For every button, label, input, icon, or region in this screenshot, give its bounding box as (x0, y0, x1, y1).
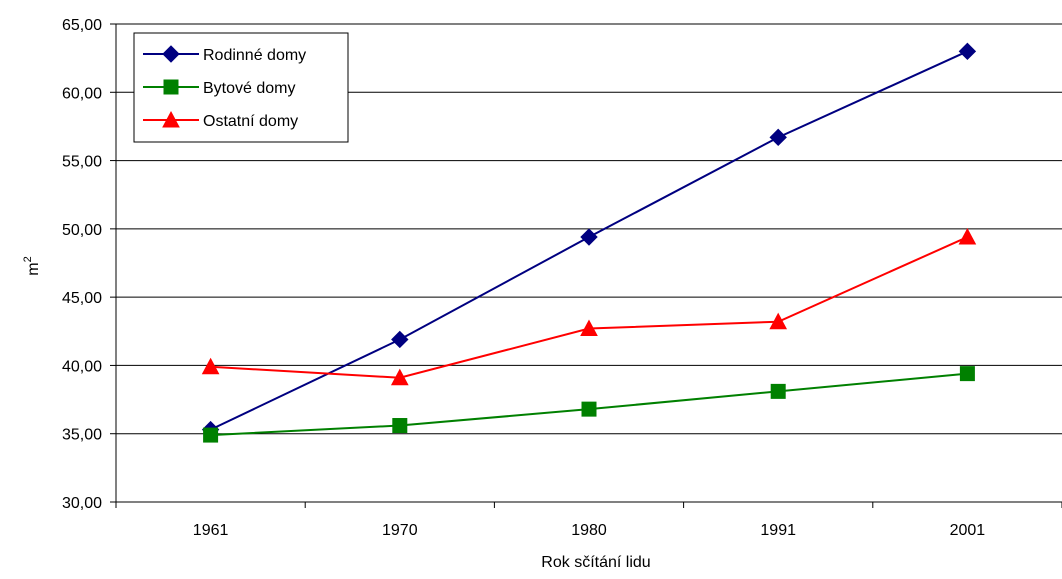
svg-text:m2: m2 (22, 256, 42, 275)
x-tick-labels: 1961 1970 1980 1991 2001 (193, 522, 985, 539)
data-point (390, 368, 409, 386)
legend-marker (163, 79, 179, 95)
x-tick-label: 1991 (760, 522, 796, 539)
y-tick-label: 35,00 (62, 427, 102, 444)
legend-label: Ostatní domy (203, 113, 298, 130)
x-tick-label: 2001 (950, 522, 986, 539)
legend-label: Bytové domy (203, 80, 295, 97)
legend: Rodinné domy Bytové domy Ostatní domy (133, 32, 349, 143)
data-point (958, 42, 977, 61)
legend-marker (162, 110, 180, 128)
data-point (958, 227, 977, 245)
y-axis-title-superscript: 2 (22, 256, 34, 262)
y-axis-title-unit: m (25, 262, 42, 275)
y-tick-label: 60,00 (62, 85, 102, 102)
legend-marker (162, 45, 180, 63)
y-tick-label: 50,00 (62, 222, 102, 239)
data-point (580, 319, 598, 337)
y-tick-label: 30,00 (62, 495, 102, 512)
data-point (201, 357, 220, 375)
data-point (959, 366, 975, 382)
y-tick-labels: 30,00 35,00 40,00 45,00 50,00 55,00 60,00 65,00 (62, 17, 102, 512)
data-point (391, 330, 409, 349)
legend-label: Rodinné domy (203, 47, 306, 64)
y-tick-label: 45,00 (62, 290, 102, 307)
data-point (770, 383, 786, 399)
data-point (580, 228, 598, 246)
data-point (392, 418, 408, 434)
x-axis-title: Rok sčítání lidu (541, 554, 650, 571)
y-axis-title: m2 (22, 256, 42, 275)
x-tick-label: 1961 (193, 522, 229, 539)
y-tick-label: 40,00 (62, 358, 102, 375)
x-tick-label: 1980 (571, 522, 607, 539)
data-point (769, 312, 788, 330)
data-point (203, 427, 219, 443)
axes (110, 23, 1062, 508)
data-point (769, 128, 787, 147)
y-tick-label: 55,00 (62, 154, 102, 171)
data-point (581, 401, 597, 417)
series-lines (201, 42, 977, 443)
x-tick-label: 1970 (382, 522, 418, 539)
y-tick-label: 65,00 (62, 17, 102, 34)
series-line (210, 236, 968, 379)
